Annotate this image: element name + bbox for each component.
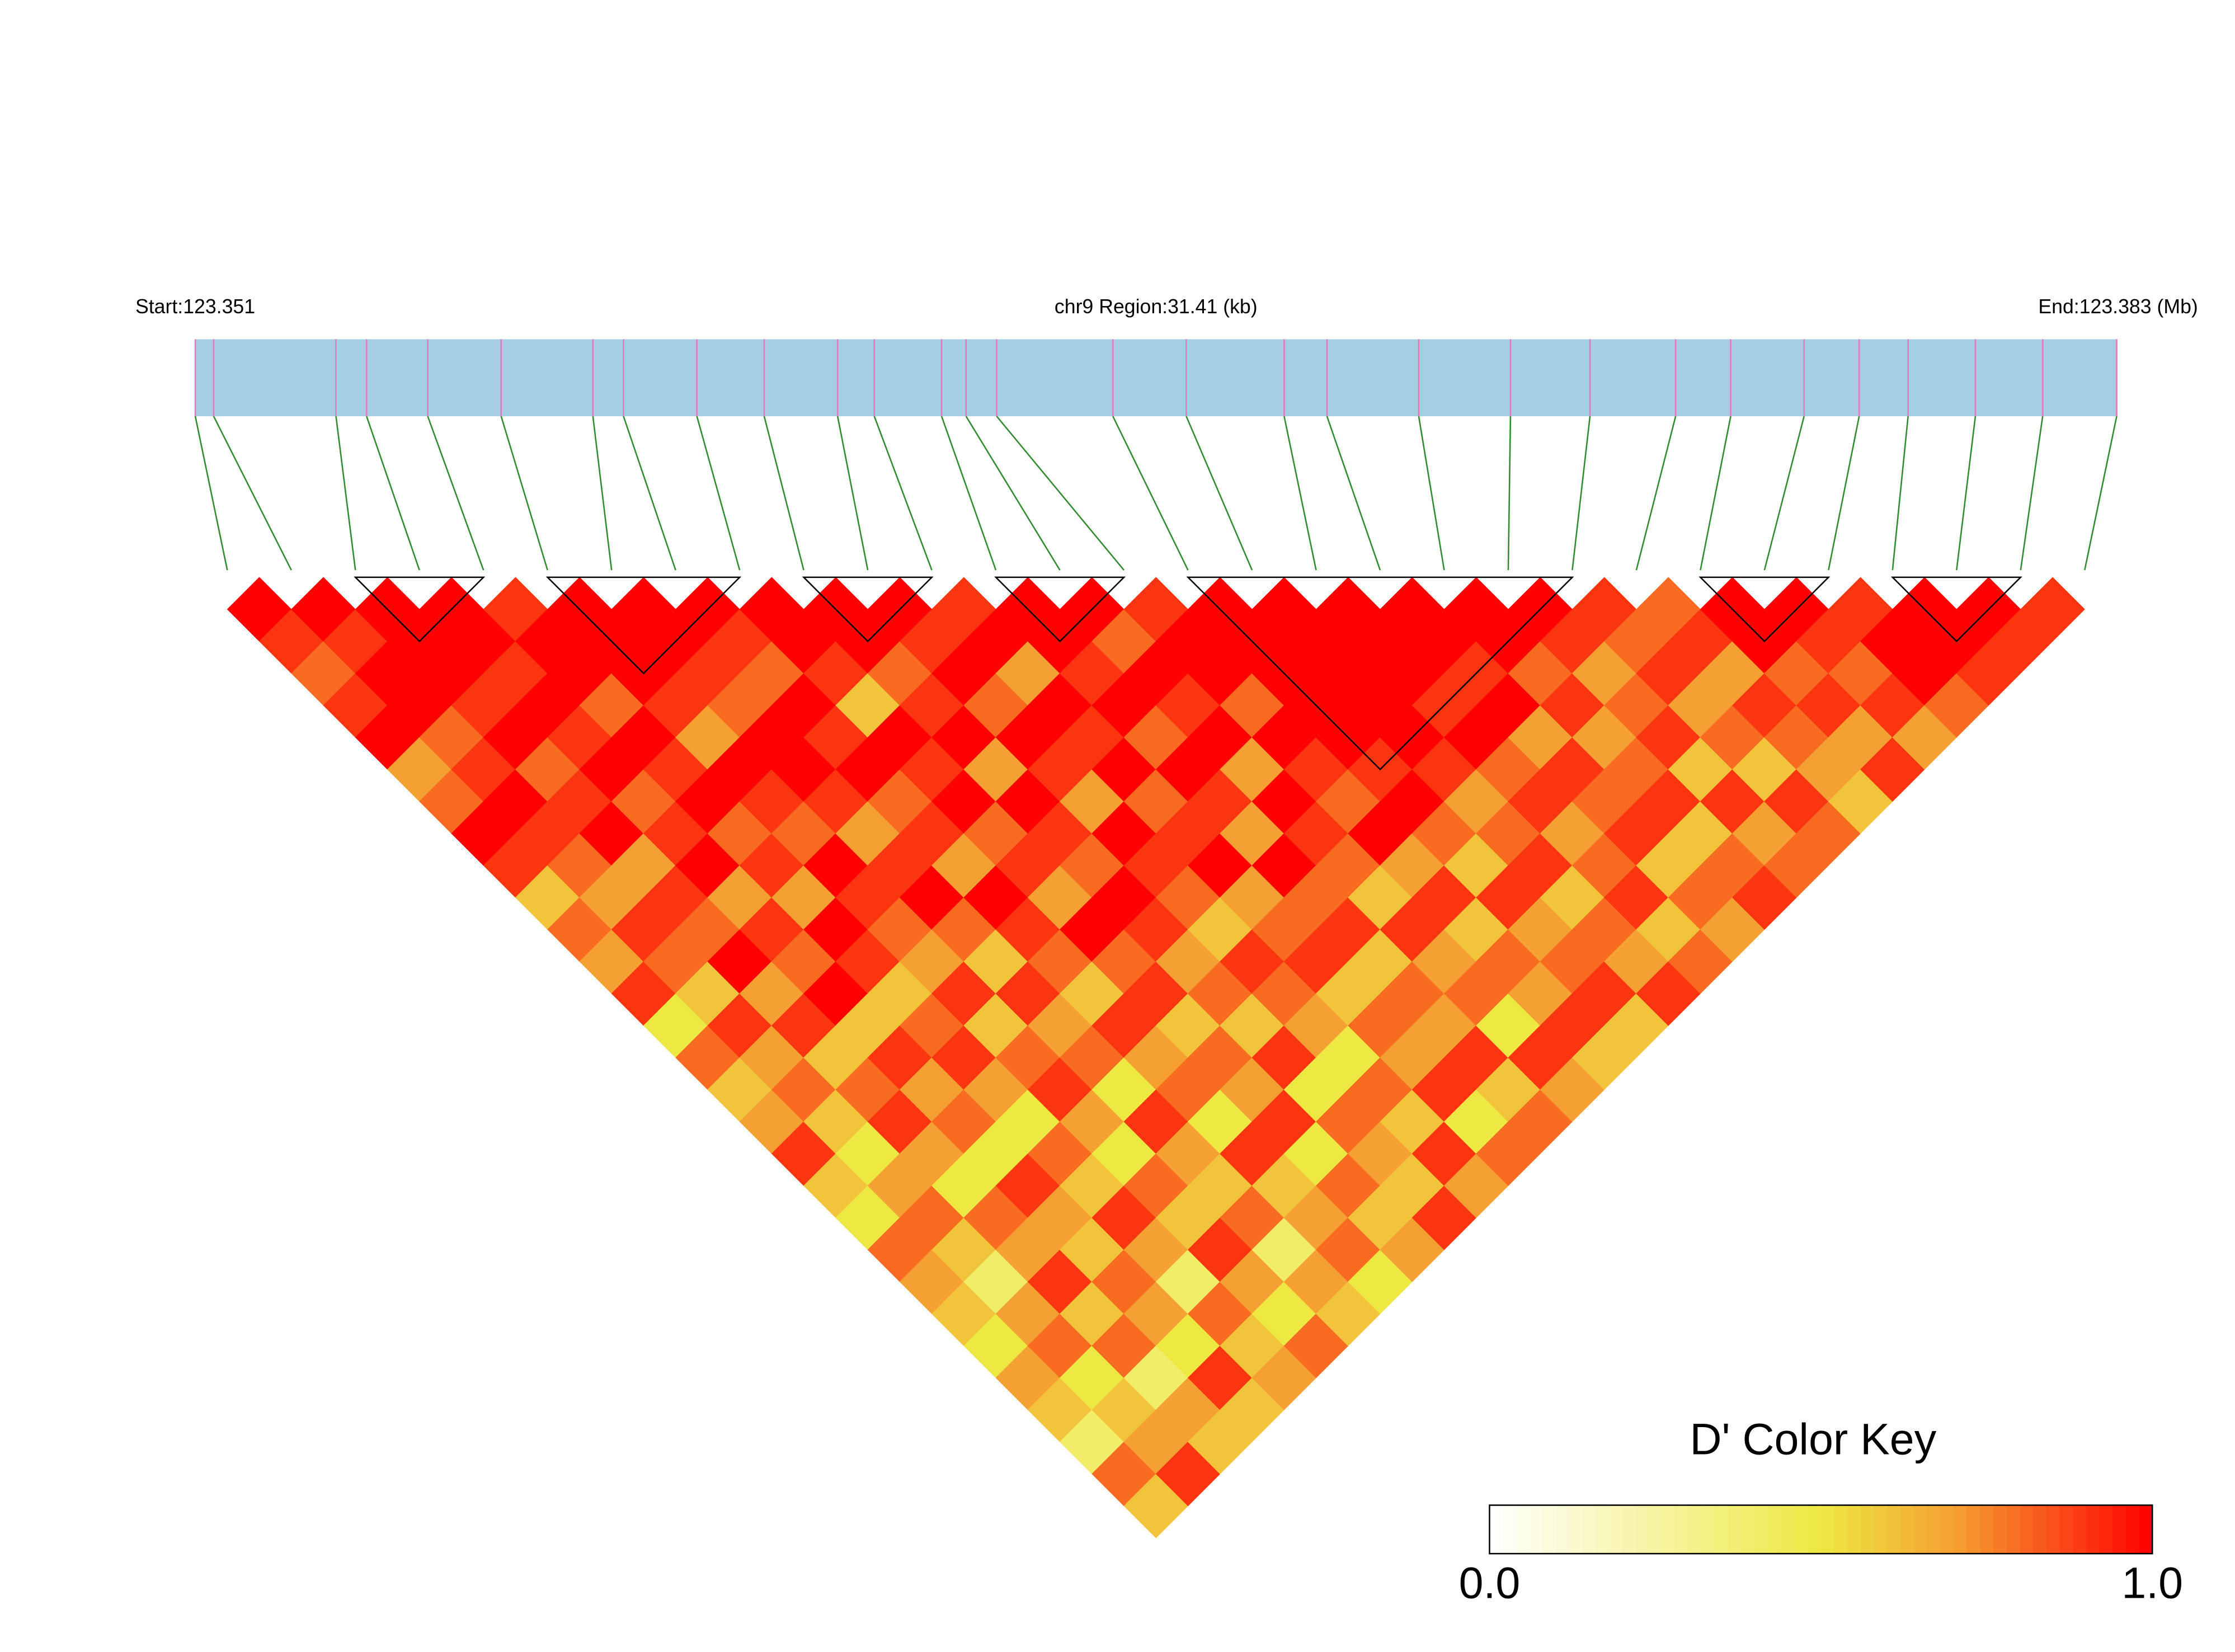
key-swatch [1596, 1505, 1610, 1554]
key-swatch [1913, 1505, 1928, 1554]
haplotype-block [802, 576, 934, 643]
haplotype-block [1890, 576, 2022, 643]
key-swatch [1940, 1505, 1954, 1554]
snp-connector [1112, 416, 1189, 571]
key-swatch [1966, 1505, 1981, 1554]
key-title: D' Color Key [1690, 1414, 1936, 1463]
key-tick-label: 1.0 [2121, 1559, 2183, 1608]
key-swatch [2046, 1505, 2060, 1554]
key-swatch [2099, 1505, 2114, 1554]
region-label: chr9 Region:31.41 (kb) [1055, 295, 1258, 318]
haplotype-block [545, 576, 742, 675]
key-swatch [1555, 1505, 1570, 1554]
key-swatch [2112, 1505, 2126, 1554]
start-label: Start:123.351 [135, 295, 255, 318]
key-swatch [2059, 1505, 2074, 1554]
snp-connector [965, 416, 1061, 571]
haplotype-block [1698, 576, 1831, 643]
key-swatch [1887, 1505, 1902, 1554]
key-swatch [2139, 1505, 2153, 1554]
snp-connector [1956, 416, 1977, 571]
key-swatch [1980, 1505, 1994, 1554]
snp-connector [1700, 416, 1731, 571]
snp-connector [1891, 416, 1909, 571]
key-swatch [1900, 1505, 1914, 1554]
key-swatch [1754, 1505, 1769, 1554]
key-swatch [1860, 1505, 1875, 1554]
key-swatch [1728, 1505, 1742, 1554]
key-swatch [1569, 1505, 1583, 1554]
key-swatch [1688, 1505, 1702, 1554]
haplotype-block [1186, 576, 1574, 771]
snp-connector [1507, 416, 1512, 571]
key-swatch [1993, 1505, 2007, 1554]
key-swatch [1675, 1505, 1689, 1554]
key-swatch [1503, 1505, 1517, 1554]
key-swatch [1741, 1505, 1756, 1554]
key-swatch [2086, 1505, 2100, 1554]
key-swatch [1662, 1505, 1676, 1554]
snp-connector [500, 416, 548, 571]
key-frame [1489, 1504, 2153, 1555]
key-swatch [1820, 1505, 1835, 1554]
snp-connector [1185, 416, 1253, 571]
key-swatch [1701, 1505, 1716, 1554]
snp-connector [213, 416, 292, 571]
key-swatch [2032, 1505, 2047, 1554]
key-swatch [2073, 1505, 2087, 1554]
position-strip [195, 339, 2117, 416]
key-swatch [1516, 1505, 1530, 1554]
key-swatch [1489, 1505, 1504, 1554]
snp-connector [1326, 416, 1381, 571]
key-swatch [1715, 1505, 1729, 1554]
snp-connector [1571, 416, 1591, 571]
snp-connector [1828, 416, 1860, 571]
snp-connector [940, 416, 997, 571]
snp-connector [623, 416, 676, 571]
snp-connector [696, 416, 741, 571]
haplotype-block [994, 576, 1126, 643]
key-swatch [1529, 1505, 1544, 1554]
key-swatch [1542, 1505, 1556, 1554]
key-tick-label: 0.0 [1459, 1559, 1521, 1608]
key-swatch [1808, 1505, 1822, 1554]
snp-connector [1283, 416, 1317, 571]
snp-connector [194, 416, 228, 571]
snp-connector [1635, 416, 1677, 571]
snp-connector [366, 416, 420, 571]
haplotype-block [354, 576, 486, 643]
key-swatch [1635, 1505, 1649, 1554]
snp-connector [763, 416, 804, 571]
ld-cell [2020, 577, 2085, 642]
key-swatch [1874, 1505, 1888, 1554]
snp-connector [1763, 416, 1805, 571]
key-swatch [2125, 1505, 2140, 1554]
key-swatch [1794, 1505, 1809, 1554]
key-swatch [2020, 1505, 2034, 1554]
key-swatch [1648, 1505, 1663, 1554]
key-swatch [2006, 1505, 2021, 1554]
snp-connector [996, 416, 1125, 571]
key-swatch [1927, 1505, 1941, 1554]
snp-connector [836, 416, 869, 571]
key-swatch [1781, 1505, 1795, 1554]
key-swatch [1953, 1505, 1968, 1554]
heatmap [227, 577, 2085, 1538]
key-swatch [1622, 1505, 1636, 1554]
key-swatch [1582, 1505, 1597, 1554]
snp-connector [592, 416, 613, 571]
key-swatch [1847, 1505, 1861, 1554]
key-swatch [1834, 1505, 1848, 1554]
snp-connector [1418, 416, 1445, 571]
end-label: End:123.383 (Mb) [2038, 295, 2198, 318]
snp-connector [427, 416, 484, 571]
snp-connector [873, 416, 933, 571]
snp-connector [2020, 416, 2044, 571]
key-swatch [1768, 1505, 1782, 1554]
snp-connector [2084, 416, 2118, 571]
snp-connector [335, 416, 356, 571]
key-swatch [1608, 1505, 1623, 1554]
